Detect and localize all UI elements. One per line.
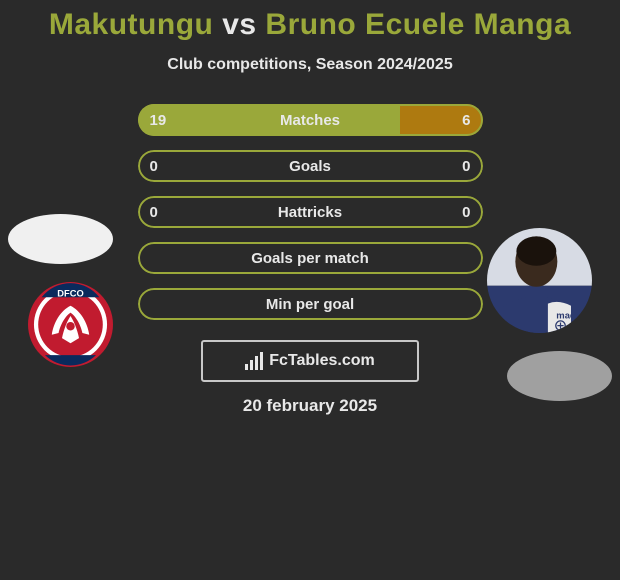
stat-bar: Goals per match (138, 242, 483, 274)
stat-label: Goals per match (138, 250, 483, 267)
comparison-title: Makutungu vs Bruno Ecuele Manga (0, 8, 620, 42)
stat-bar: 00Goals (138, 150, 483, 182)
stat-label: Goals (138, 158, 483, 175)
comparison-date: 20 february 2025 (0, 396, 620, 416)
svg-text:macr: macr (556, 310, 579, 321)
player-right-photo: macr (487, 228, 592, 333)
chart-icon (245, 352, 263, 370)
stat-label: Min per goal (138, 296, 483, 313)
stat-bar: 196Matches (138, 104, 483, 136)
comparison-body: DFCO macr 196Matches 00Goals 00Hattricks Go… (0, 104, 620, 416)
brand-box: FcTables.com (201, 340, 419, 382)
stat-bars: 196Matches 00Goals 00Hattricks Goals per ma… (138, 104, 483, 320)
stat-bar: Min per goal (138, 288, 483, 320)
comparison-subtitle: Club competitions, Season 2024/2025 (0, 56, 620, 74)
player-right-placeholder (507, 351, 612, 401)
stat-label: Hattricks (138, 204, 483, 221)
svg-text:DFCO: DFCO (57, 288, 83, 298)
player-left-placeholder (8, 214, 113, 264)
stat-label: Matches (138, 112, 483, 129)
brand-text: FcTables.com (269, 352, 375, 370)
player-left-club-logo: DFCO (28, 282, 113, 367)
stat-bar: 00Hattricks (138, 196, 483, 228)
